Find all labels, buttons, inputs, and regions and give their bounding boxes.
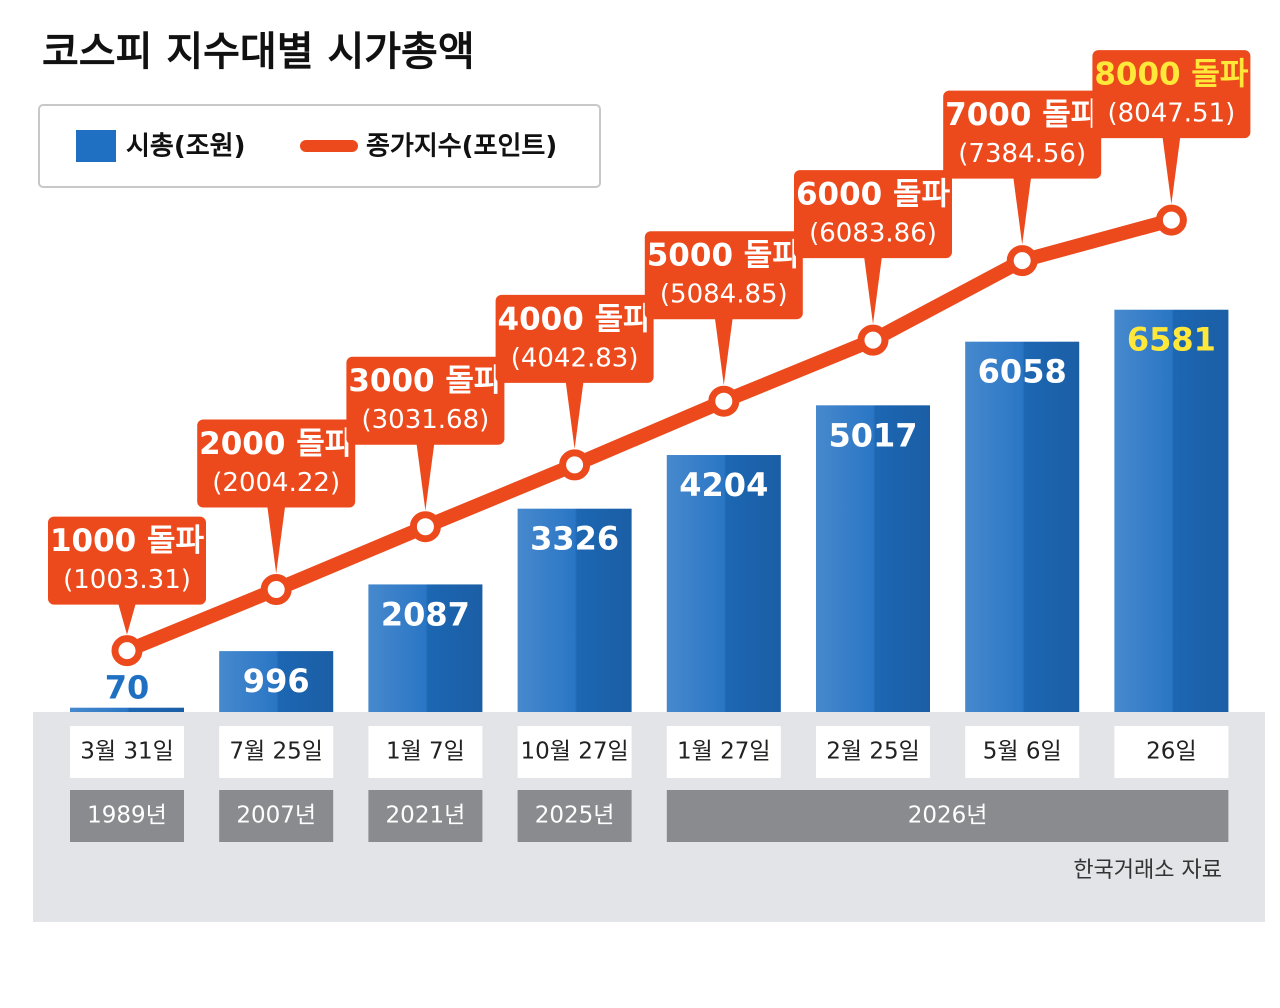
callout-pointer: [1013, 176, 1032, 245]
value-label: (5084.85): [660, 280, 788, 310]
value-label: (3031.68): [361, 405, 489, 435]
bar-label: 70: [105, 669, 150, 707]
bar-shade: [517, 508, 632, 712]
annotation: 2000 돌파: [199, 426, 354, 462]
line-point: [1006, 245, 1038, 277]
bar-shade: [219, 651, 334, 712]
x-tick-label: 3월 31일: [80, 739, 174, 765]
callout: [48, 516, 206, 605]
callout: [197, 419, 356, 508]
x-tick-label: 10월 27일: [521, 739, 629, 765]
bar-shade: [368, 584, 483, 712]
year-label: 2026년: [908, 803, 988, 829]
line-point: [111, 635, 143, 667]
year-label: 1989년: [87, 803, 167, 829]
value-label: (2004.22): [212, 468, 340, 498]
value-label: (4042.83): [511, 343, 639, 373]
bar-shade: [666, 455, 781, 712]
date-box: [666, 726, 781, 778]
x-tick-label: 5월 6일: [983, 739, 1062, 765]
bar-label: 2087: [381, 595, 470, 633]
value-label: (1003.31): [63, 565, 191, 595]
year-label: 2021년: [386, 803, 466, 829]
date-box: [965, 726, 1080, 778]
callout: [1092, 50, 1251, 139]
line-point: [708, 385, 740, 417]
year-box: [517, 790, 632, 842]
annotation: 5000 돌파: [647, 238, 802, 274]
date-box: [70, 726, 184, 778]
year-box: [666, 790, 1229, 842]
source: 한국거래소 자료: [1073, 858, 1222, 883]
callout: [346, 356, 505, 445]
year-box: [368, 790, 483, 842]
legend-label: 종가지수(포인트): [366, 132, 557, 162]
callout-pointer: [1162, 136, 1181, 205]
bar-shade: [816, 405, 930, 712]
annotation: 6000 돌파: [796, 177, 951, 213]
line-point: [857, 324, 889, 356]
year-label: 2025년: [535, 803, 615, 829]
bar-label: 3326: [530, 520, 619, 558]
value-label: (6083.86): [809, 219, 937, 249]
legend-swatch: [76, 130, 116, 162]
callout: [943, 90, 1102, 179]
annotation: 7000 돌파: [945, 97, 1100, 133]
line: [124, 213, 1174, 658]
callout-pointer: [864, 256, 882, 325]
date-box: [1114, 726, 1229, 778]
callout-pointer: [714, 317, 733, 386]
chart-title: 코스피 지수대별 시가총액: [42, 29, 475, 75]
annotation: 3000 돌파: [348, 363, 503, 399]
date-box: [517, 726, 632, 778]
callout: [644, 231, 803, 320]
date-box: [368, 726, 483, 778]
line-point: [559, 449, 591, 481]
callout: [794, 170, 952, 259]
callout-pointer: [416, 442, 435, 511]
bar-label: 6581: [1127, 321, 1216, 359]
bar-shade: [1114, 309, 1229, 712]
annotation: 8000 돌파: [1094, 57, 1249, 93]
x-tick-label: 1월 7일: [386, 739, 465, 765]
legend-label: 시총(조원): [126, 132, 245, 162]
year-label: 2007년: [236, 803, 316, 829]
x-tick-label: 26일: [1146, 739, 1196, 765]
x-tick-label: 1월 27일: [677, 739, 771, 765]
line-point: [1155, 204, 1187, 236]
bar-label: 6058: [978, 353, 1067, 391]
year-box: [219, 790, 334, 842]
year-box: [70, 790, 184, 842]
annotation: 4000 돌파: [498, 301, 653, 337]
date-box: [816, 726, 930, 778]
callout: [495, 294, 654, 383]
x-tick-label: 2월 25일: [826, 739, 920, 765]
bar-label: 4204: [679, 466, 768, 504]
line-point: [409, 511, 441, 543]
callout-pointer: [565, 380, 584, 449]
line-point: [260, 573, 292, 605]
value-label: (8047.51): [1107, 99, 1235, 129]
bar-label: 5017: [828, 416, 917, 454]
bar-shade: [70, 707, 184, 712]
date-box: [219, 726, 334, 778]
value-label: (7384.56): [958, 139, 1086, 169]
callout-pointer: [118, 602, 136, 635]
x-tick-label: 7월 25일: [229, 739, 323, 765]
bar-label: 996: [243, 662, 310, 700]
bar-shade: [965, 341, 1080, 712]
annotation: 1000 돌파: [50, 523, 205, 559]
callout-pointer: [267, 505, 286, 574]
